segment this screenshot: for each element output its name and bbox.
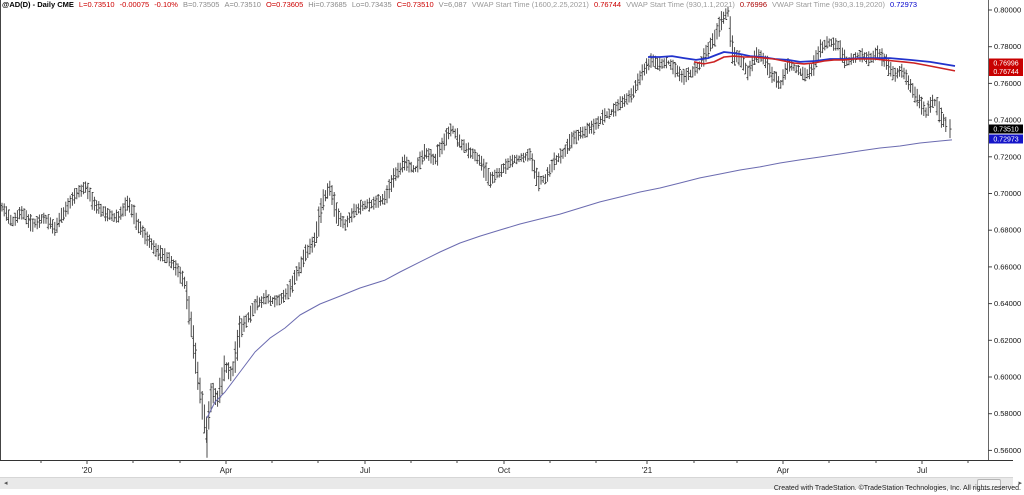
price-tick-label: 0.58000 bbox=[994, 409, 1021, 418]
price-tick-label: 0.66000 bbox=[994, 262, 1021, 271]
header-quote-field: 0.76996 bbox=[739, 0, 767, 9]
price-badge-label: 0.72973 bbox=[993, 137, 1018, 144]
price-tick-label: 0.78000 bbox=[994, 42, 1021, 51]
header-quote-field: VWAP Start Time (930,1.1,2021) bbox=[626, 0, 735, 9]
header-quote-field: 0.76744 bbox=[593, 0, 622, 9]
price-badge bbox=[989, 124, 1023, 134]
price-badge bbox=[989, 58, 1023, 68]
scrollbar-thumb[interactable] bbox=[977, 479, 1001, 490]
chart-header: @AD(D) - Daily CME L=0.73510 -0.00075 -0.10… bbox=[2, 0, 922, 10]
price-tick-label: 0.80000 bbox=[994, 6, 1021, 15]
price-badge-label: 0.76996 bbox=[993, 61, 1018, 68]
price-tick-label: 0.62000 bbox=[994, 336, 1021, 345]
ohlc-price-bars bbox=[0, 6, 952, 443]
vwap-line-2 bbox=[693, 55, 956, 72]
price-tick-label: 0.76000 bbox=[994, 79, 1021, 88]
price-tick-label: 0.68000 bbox=[994, 226, 1021, 235]
header-quote-field: C=0.73510 bbox=[396, 0, 434, 9]
scroll-left-arrow-icon[interactable]: ◂ bbox=[4, 480, 8, 487]
price-badge bbox=[989, 134, 1023, 144]
price-tick-label: 0.74000 bbox=[994, 116, 1021, 125]
header-quote-field: -0.10% bbox=[154, 0, 178, 9]
price-tick-label: 0.70000 bbox=[994, 189, 1021, 198]
credits-text: Created with TradeStation. ©TradeStation… bbox=[773, 485, 1021, 492]
time-axis-label: Jul bbox=[917, 466, 927, 475]
header-quote-field: O=0.73605 bbox=[265, 0, 304, 9]
time-axis-label: Apr bbox=[777, 466, 790, 475]
time-axis-label: Jul bbox=[360, 466, 370, 475]
header-quote-field: -0.00075 bbox=[119, 0, 150, 9]
header-quote-field: VWAP Start Time (1600,2.25,2021) bbox=[471, 0, 589, 9]
price-badge bbox=[989, 67, 1023, 76]
price-badge-label: 0.73510 bbox=[993, 127, 1018, 134]
time-axis-label: Apr bbox=[220, 466, 233, 475]
price-tick-label: 0.64000 bbox=[994, 299, 1021, 308]
price-chart-canvas[interactable]: 0.80000 0.78000 0.76000 0.74000 0.72000 0.700… bbox=[0, 0, 1024, 476]
vwap-line-0 bbox=[206, 139, 953, 419]
header-quote-field: VWAP Start Time (930,3.19,2020) bbox=[772, 0, 885, 9]
header-quote-field: 0.72973 bbox=[889, 0, 918, 9]
scroll-right-arrow-icon[interactable]: ▸ bbox=[1018, 480, 1022, 487]
horizontal-scrollbar[interactable]: ◂ ▸ bbox=[0, 477, 1022, 490]
header-quote-field: B=0.73505 bbox=[182, 0, 220, 9]
header-quote-field: Lo=0.73435 bbox=[351, 0, 392, 9]
price-badge-label: 0.76744 bbox=[993, 69, 1018, 76]
header-quote-field: L=0.73510 bbox=[78, 0, 115, 9]
time-axis-label: Oct bbox=[498, 466, 511, 475]
header-quote-field: A=0.73510 bbox=[224, 0, 261, 9]
time-axis-label: '21 bbox=[642, 466, 653, 475]
time-axis-label: '20 bbox=[82, 466, 93, 475]
price-tick-label: 0.56000 bbox=[994, 446, 1021, 455]
header-quote-field: @AD(D) - Daily CME bbox=[2, 0, 74, 9]
price-tick-label: 0.72000 bbox=[994, 152, 1021, 161]
header-quote-field: V=6,087 bbox=[438, 0, 467, 9]
header-quote-field: Hi=0.73685 bbox=[308, 0, 347, 9]
price-tick-label: 0.60000 bbox=[994, 373, 1021, 382]
